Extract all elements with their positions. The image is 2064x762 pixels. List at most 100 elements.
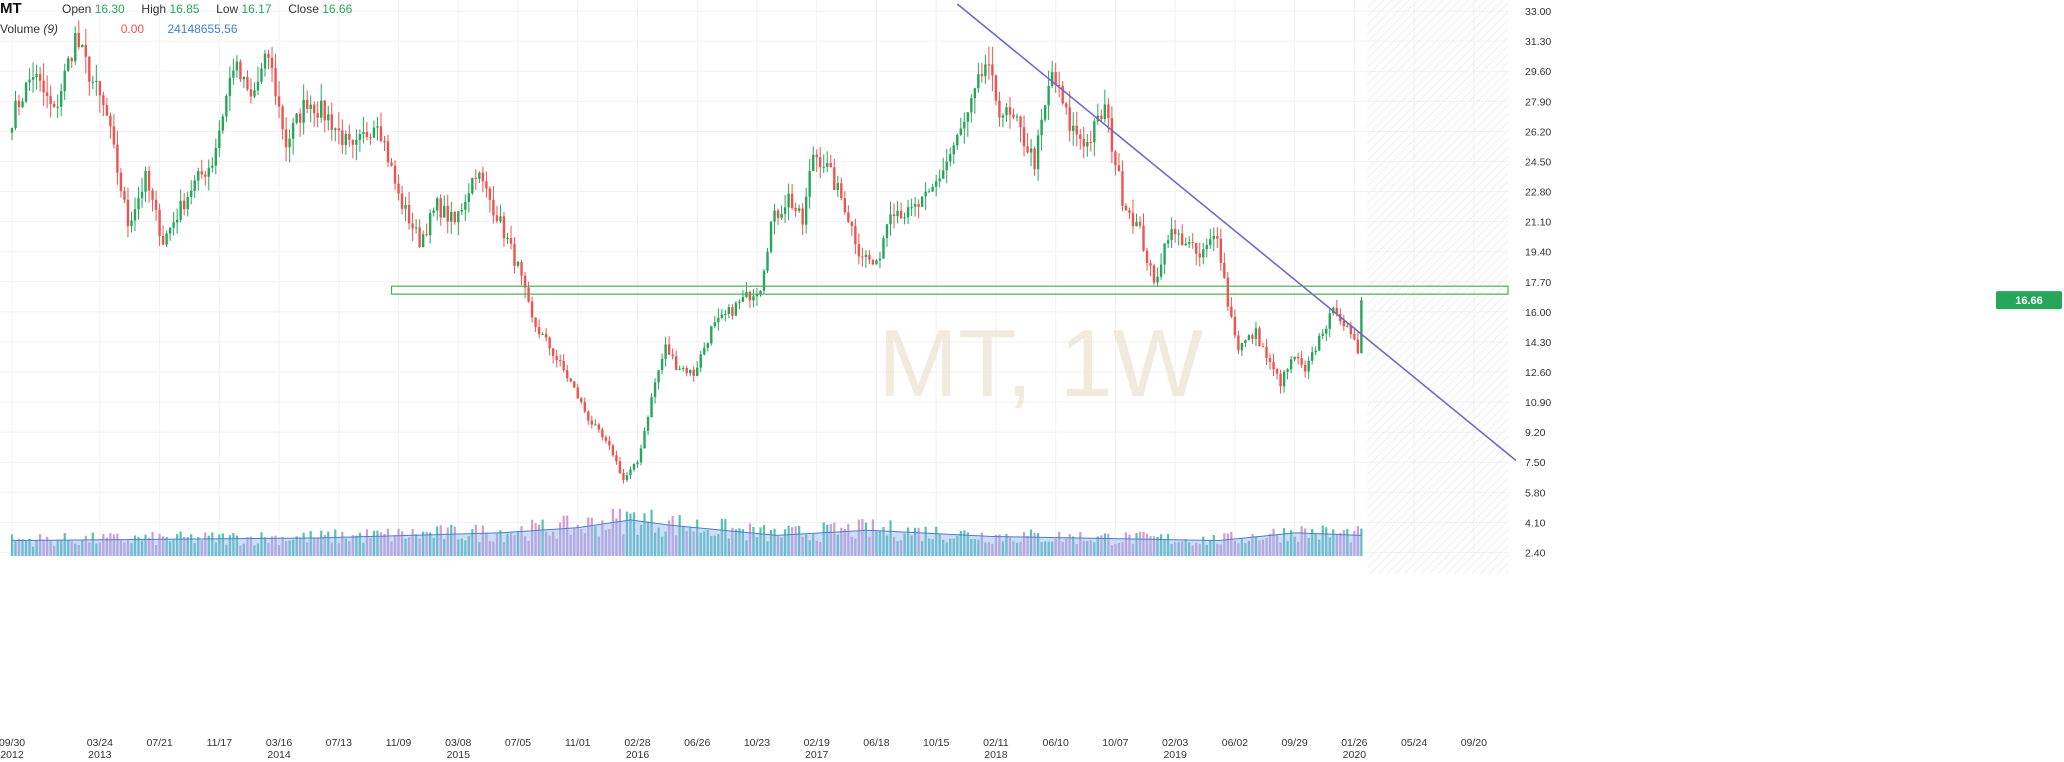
candle-body — [386, 141, 390, 163]
candle-body — [1050, 72, 1054, 86]
candle-body — [28, 79, 31, 83]
candle-body — [1065, 103, 1068, 108]
volume-bar — [1332, 529, 1335, 556]
volume-bar — [864, 522, 868, 556]
volume-bar — [481, 525, 484, 556]
candle-body — [260, 68, 263, 82]
candle-body — [1145, 250, 1149, 264]
volume-bar — [502, 541, 506, 556]
volume-bar — [344, 538, 347, 556]
volume-bar — [112, 534, 116, 556]
candle-body — [1054, 72, 1057, 85]
volume-bar — [1282, 528, 1286, 556]
volume-bar — [249, 536, 253, 556]
candle-body — [464, 201, 467, 210]
candle-body — [906, 207, 910, 218]
price-tick-label: 31.30 — [1525, 36, 1551, 48]
candle-body — [376, 126, 379, 128]
candle-body — [1187, 242, 1191, 244]
volume-bar — [362, 542, 365, 556]
candle-body — [14, 100, 17, 128]
volume-bar — [776, 536, 780, 556]
candle-body — [1216, 235, 1219, 239]
volume-bar — [84, 535, 87, 556]
time-tick-label: 05/24 — [1401, 737, 1427, 749]
price-axis[interactable]: 33.00 31.30 29.60 27.90 26.20 24.50 22.80 21.10… — [1525, 6, 1551, 559]
volume-bar — [169, 541, 172, 556]
candle-body — [685, 368, 688, 374]
symbol-name[interactable]: MT — [0, 0, 22, 17]
time-tick-label: 10/07 — [1102, 737, 1128, 749]
volume-bar — [1128, 534, 1131, 556]
candle-body — [400, 193, 404, 209]
candle-body — [256, 81, 260, 91]
candle-body — [653, 382, 657, 398]
candle-body — [987, 64, 991, 66]
volume-bar — [323, 534, 326, 556]
candle-body — [1170, 228, 1173, 241]
volume-bar — [320, 530, 323, 556]
volume-bar — [221, 533, 224, 556]
candle-body — [351, 139, 355, 145]
candle-body — [597, 424, 601, 430]
downtrend-line[interactable] — [956, 3, 1517, 462]
volume-bar — [1086, 541, 1089, 556]
candle-body — [864, 254, 868, 257]
volume-bar — [692, 531, 695, 556]
volume-bar — [987, 542, 990, 556]
volume-bar — [49, 539, 52, 556]
volume-bar — [731, 527, 734, 556]
price-tick-label: 17.70 — [1525, 277, 1551, 289]
volume-bar — [668, 520, 671, 556]
candle-body — [407, 204, 411, 224]
volume-bar — [372, 530, 376, 556]
candle-body — [1107, 104, 1110, 119]
candle-body — [341, 130, 344, 145]
volume-bar — [506, 533, 509, 556]
volume-bar — [204, 532, 207, 556]
candle-body — [850, 221, 854, 227]
candle-body — [302, 99, 305, 123]
candle-body — [172, 222, 175, 228]
time-tick-label: 06/02 — [1222, 737, 1248, 749]
volume-label[interactable]: Volume — [0, 22, 41, 36]
candle-body — [769, 221, 773, 252]
volume-bar — [1040, 542, 1043, 556]
candle-body — [973, 88, 977, 99]
candle-body — [1029, 148, 1033, 153]
volume-bar — [1033, 532, 1036, 556]
candle-body — [1093, 121, 1096, 143]
candle-body — [573, 381, 576, 388]
candle-body — [1117, 165, 1121, 172]
volume-bar — [172, 539, 175, 556]
candle-body — [569, 378, 572, 382]
candle-body — [432, 210, 435, 213]
volume-bar — [488, 541, 492, 556]
volume-bar — [39, 534, 42, 556]
support-zone-rectangle[interactable] — [390, 285, 1509, 295]
time-tick-label: 09/20 — [1461, 737, 1487, 749]
candle-body — [130, 220, 133, 227]
candle-body — [1075, 125, 1078, 135]
volume-bar — [836, 534, 839, 556]
candle-body — [1205, 244, 1208, 250]
volume-bar — [755, 537, 759, 556]
candle-body — [927, 191, 931, 193]
volume-bar — [1272, 528, 1275, 556]
volume-bar — [457, 539, 460, 556]
candle-body — [1300, 358, 1303, 365]
candle-body — [495, 215, 499, 222]
volume-bar — [123, 542, 126, 556]
time-tick-label: 09/30 — [0, 737, 25, 749]
volume-bar — [1159, 534, 1163, 556]
volume-bar — [664, 531, 667, 556]
volume-bar — [464, 540, 467, 556]
price-tick-label: 27.90 — [1525, 96, 1551, 108]
candle-body — [182, 200, 186, 210]
volume-bar — [530, 519, 534, 556]
volume-bar — [193, 542, 196, 556]
candle-body — [1251, 335, 1254, 339]
volume-bar — [162, 536, 165, 556]
